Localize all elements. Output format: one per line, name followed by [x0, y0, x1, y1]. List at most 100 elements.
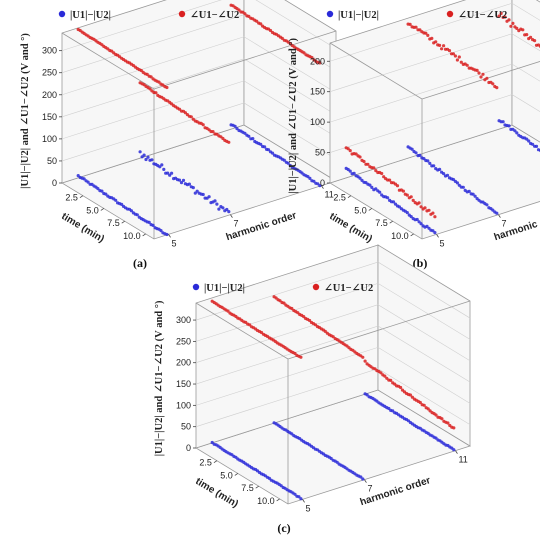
- data-series-magnitude-diff-h7: [272, 421, 365, 481]
- data-point: [405, 193, 409, 197]
- data-point: [445, 173, 450, 177]
- x-tick-mark: [255, 485, 259, 489]
- x-axis-label: time (min): [327, 211, 374, 245]
- z-tick-label: 150: [310, 87, 325, 97]
- data-point: [389, 378, 393, 382]
- gridline: [61, 36, 245, 96]
- gridline: [195, 283, 379, 342]
- data-point: [533, 39, 537, 43]
- data-point: [259, 22, 263, 26]
- x-tick-mark: [410, 233, 414, 237]
- z-tick-label: 150: [42, 112, 57, 122]
- x-tick-mark: [234, 473, 239, 476]
- data-point: [374, 169, 378, 173]
- data-point: [160, 163, 164, 167]
- z-axis-label: |U1|−|U2| and ∠U1−∠U2 (V and °): [154, 300, 165, 456]
- data-point: [452, 426, 456, 430]
- data-series-angle-diff-h11: [497, 11, 540, 48]
- legend-label: |U1|−|U2|: [338, 10, 379, 21]
- legend-marker: [312, 283, 320, 291]
- data-point: [418, 400, 422, 405]
- data-point: [189, 115, 193, 119]
- y-tick-label: 7: [501, 219, 506, 229]
- data-point: [401, 189, 405, 193]
- data-point: [509, 24, 513, 28]
- data-point: [211, 130, 215, 134]
- y-tick-mark: [364, 479, 367, 483]
- data-point: [455, 181, 459, 185]
- gridline: [243, 80, 337, 138]
- data-series-magnitude-diff-h7: [138, 150, 231, 214]
- data-point: [299, 355, 303, 359]
- data-point: [453, 54, 457, 58]
- data-series-angle-diff-h7: [406, 22, 499, 90]
- x-tick-mark: [142, 233, 146, 237]
- data-point: [408, 393, 412, 397]
- frame-edge: [61, 32, 155, 90]
- frame-edge: [287, 300, 471, 360]
- data-point: [383, 374, 387, 378]
- x-tick-mark: [79, 195, 84, 199]
- data-point: [263, 145, 267, 149]
- data-point: [433, 215, 437, 219]
- data-point: [372, 166, 376, 170]
- data-point: [225, 207, 229, 212]
- gridline: [195, 368, 379, 427]
- data-point: [446, 421, 450, 425]
- data-point: [251, 137, 255, 141]
- data-point: [417, 201, 421, 205]
- data-point: [368, 183, 372, 187]
- gridline: [511, 94, 540, 112]
- data-point: [255, 19, 259, 23]
- legend-label: |U1|−|U2|: [70, 10, 111, 21]
- data-point: [409, 215, 413, 219]
- data-point: [405, 211, 409, 215]
- data-point: [358, 155, 362, 159]
- data-point: [451, 177, 455, 182]
- data-point: [346, 147, 350, 151]
- data-point: [165, 85, 169, 90]
- z-tick-label: 0: [52, 178, 57, 188]
- data-point: [434, 436, 438, 440]
- chart-panel-c: 0 50 100 150 200 250 300 2.5 5.0 7.510.0 5 7 11 time …: [154, 244, 471, 535]
- data-point: [485, 76, 489, 80]
- data-series-angle-diff-h5: [344, 146, 437, 219]
- data-point: [434, 40, 438, 44]
- gridline: [61, 14, 245, 73]
- y-tick-mark: [321, 185, 324, 189]
- data-point: [352, 171, 356, 175]
- data-point: [451, 52, 455, 56]
- data-point: [266, 148, 271, 152]
- x-tick-mark: [213, 460, 218, 464]
- data-point: [146, 155, 150, 159]
- y-tick-mark: [455, 450, 458, 454]
- data-point: [348, 169, 352, 173]
- data-point: [226, 309, 230, 313]
- data-point: [434, 413, 438, 417]
- data-point: [465, 63, 469, 67]
- data-point: [120, 202, 124, 206]
- data-point: [414, 25, 418, 29]
- data-point: [432, 164, 436, 168]
- data-point: [166, 171, 170, 175]
- data-point: [270, 151, 275, 155]
- data-point: [521, 28, 525, 32]
- z-tick-label: 100: [42, 134, 57, 144]
- x-tick-label: 5.0: [86, 205, 99, 215]
- data-point: [147, 220, 151, 224]
- data-point: [415, 217, 419, 222]
- z-tick-label: 250: [42, 68, 57, 78]
- x-tick-mark: [368, 208, 373, 211]
- data-point: [259, 142, 263, 146]
- data-series-magnitude-diff-h7: [406, 145, 499, 215]
- data-point: [426, 159, 430, 163]
- data-point: [165, 232, 169, 237]
- data-series-angle-diff-h5: [76, 27, 169, 90]
- data-point: [428, 161, 432, 165]
- gridline: [255, 0, 337, 49]
- data-point: [419, 205, 423, 209]
- z-tick-label: 200: [42, 90, 57, 100]
- legend-marker: [192, 283, 200, 291]
- data-point: [473, 194, 477, 198]
